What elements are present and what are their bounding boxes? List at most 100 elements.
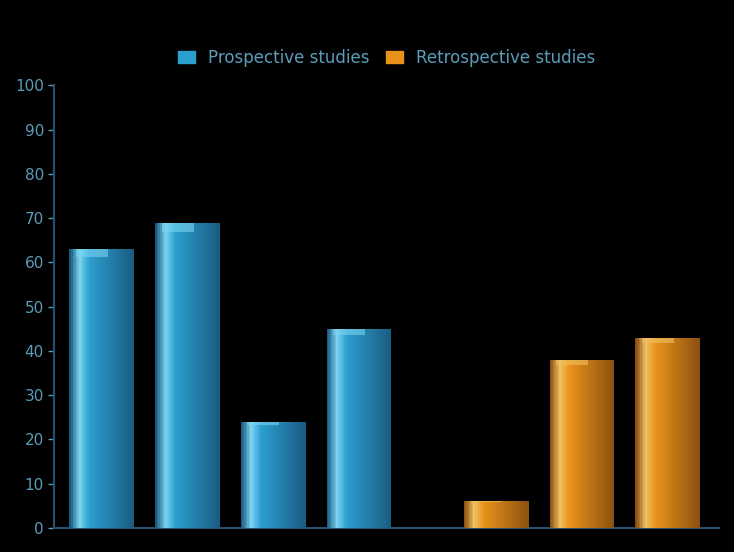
- Bar: [694, 338, 695, 528]
- Bar: [327, 329, 329, 528]
- Bar: [98, 249, 101, 528]
- Bar: [302, 422, 304, 528]
- Bar: [281, 422, 283, 528]
- Bar: [480, 501, 482, 528]
- Bar: [278, 422, 280, 528]
- Bar: [363, 329, 366, 528]
- Bar: [525, 501, 527, 528]
- Bar: [378, 329, 380, 528]
- Bar: [213, 222, 215, 528]
- Bar: [176, 222, 178, 528]
- Bar: [299, 422, 301, 528]
- Bar: [172, 222, 175, 528]
- Bar: [586, 360, 589, 528]
- Bar: [664, 338, 666, 528]
- Bar: [604, 360, 606, 528]
- Bar: [608, 360, 609, 528]
- Bar: [69, 249, 71, 528]
- Bar: [475, 501, 477, 528]
- Bar: [600, 360, 601, 528]
- Bar: [507, 501, 509, 528]
- Bar: [338, 329, 340, 528]
- Bar: [276, 422, 278, 528]
- Bar: [603, 360, 605, 528]
- Bar: [270, 422, 272, 528]
- Bar: [598, 360, 600, 528]
- Bar: [609, 360, 611, 528]
- Bar: [476, 501, 479, 528]
- Bar: [514, 501, 516, 528]
- Bar: [523, 501, 526, 528]
- Bar: [164, 222, 167, 528]
- Bar: [482, 501, 484, 528]
- Bar: [103, 249, 105, 528]
- Bar: [242, 422, 244, 528]
- Bar: [115, 249, 117, 528]
- Bar: [200, 222, 202, 528]
- Bar: [159, 222, 160, 528]
- Bar: [292, 422, 294, 528]
- Bar: [354, 329, 356, 528]
- Legend: Prospective studies, Retrospective studies: Prospective studies, Retrospective studi…: [170, 40, 603, 75]
- Bar: [192, 222, 194, 528]
- Bar: [280, 422, 281, 528]
- Bar: [74, 249, 76, 528]
- Bar: [375, 329, 377, 528]
- Bar: [493, 501, 495, 528]
- Bar: [210, 222, 212, 528]
- Bar: [82, 249, 84, 528]
- Bar: [371, 329, 374, 528]
- Bar: [131, 249, 132, 528]
- Bar: [640, 338, 642, 528]
- Bar: [79, 249, 81, 528]
- Bar: [503, 501, 504, 528]
- Bar: [84, 249, 86, 528]
- Bar: [606, 360, 608, 528]
- Bar: [339, 329, 341, 528]
- Bar: [195, 222, 197, 528]
- Bar: [258, 422, 261, 528]
- Bar: [92, 249, 94, 528]
- Bar: [349, 329, 351, 528]
- Bar: [578, 360, 581, 528]
- Bar: [260, 422, 262, 528]
- Bar: [214, 222, 217, 528]
- Bar: [71, 249, 73, 528]
- Bar: [499, 501, 501, 528]
- Bar: [562, 360, 564, 528]
- Bar: [266, 422, 269, 528]
- Bar: [85, 249, 87, 528]
- Bar: [247, 422, 250, 528]
- Bar: [588, 360, 590, 528]
- Bar: [522, 501, 524, 528]
- Bar: [109, 249, 112, 528]
- Bar: [575, 360, 578, 528]
- Bar: [556, 360, 558, 528]
- Bar: [333, 329, 366, 335]
- Bar: [669, 338, 671, 528]
- Bar: [642, 338, 644, 528]
- Bar: [551, 360, 553, 528]
- Bar: [168, 222, 170, 528]
- Bar: [286, 422, 288, 528]
- Bar: [636, 338, 637, 528]
- Bar: [695, 338, 697, 528]
- Bar: [682, 338, 684, 528]
- Bar: [470, 501, 472, 528]
- Bar: [170, 222, 172, 528]
- Bar: [249, 422, 251, 528]
- Bar: [343, 329, 345, 528]
- Bar: [512, 501, 514, 528]
- Bar: [661, 338, 663, 528]
- Bar: [465, 501, 468, 528]
- Bar: [268, 422, 270, 528]
- Bar: [257, 422, 259, 528]
- Bar: [244, 422, 246, 528]
- Bar: [368, 329, 371, 528]
- Bar: [520, 501, 522, 528]
- Bar: [217, 222, 218, 528]
- Bar: [683, 338, 686, 528]
- Bar: [472, 501, 474, 528]
- Bar: [526, 501, 528, 528]
- Bar: [347, 329, 349, 528]
